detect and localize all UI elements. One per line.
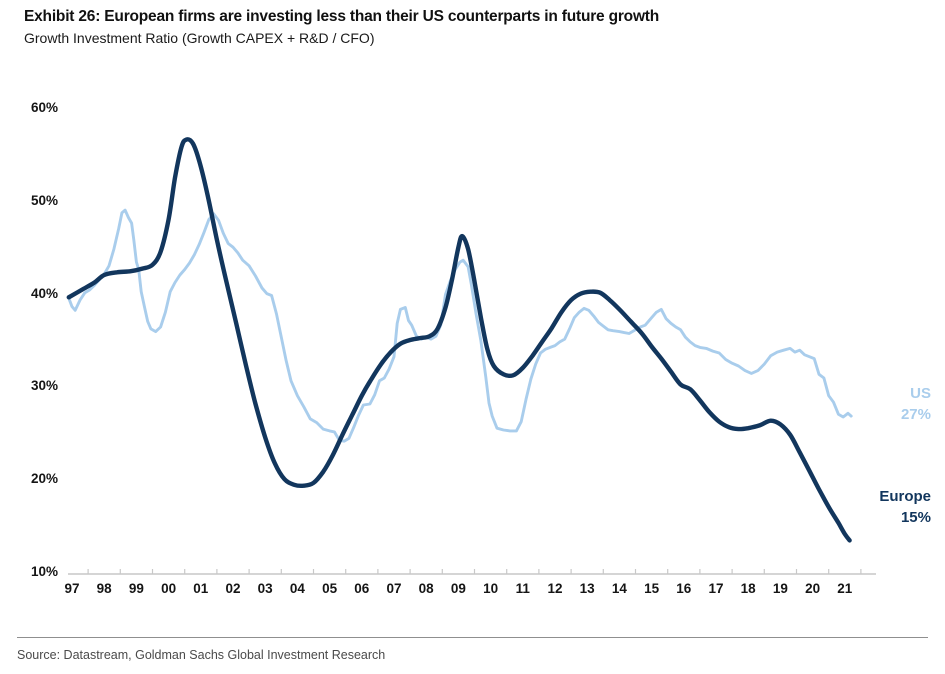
x-tick-label-20: 20 [805,581,821,596]
x-tick-label-10: 10 [483,581,499,596]
x-tick-label-04: 04 [289,581,305,596]
source-text: Source: Datastream, Goldman Sachs Global… [17,648,386,662]
x-tick-label-12: 12 [547,581,563,596]
x-tick-label-14: 14 [611,581,627,596]
x-tick-label-97: 97 [64,581,80,596]
series-label-us-name: US [910,385,931,402]
x-tick-label-16: 16 [676,581,692,596]
series-label-europe: Europe 15% [879,486,931,528]
x-tick-label-13: 13 [579,581,595,596]
x-tick-label-09: 09 [450,581,466,596]
source-divider [17,637,928,638]
x-tick-label-06: 06 [354,581,370,596]
y-tick-label-40: 40% [30,285,58,301]
exhibit-title: Exhibit 26: European firms are investing… [24,8,660,25]
x-tick-label-00: 00 [161,581,177,596]
series-label-europe-value: 15% [900,509,931,526]
x-tick-label-03: 03 [257,581,273,596]
x-tick-label-15: 15 [644,581,660,596]
x-tick-label-98: 98 [96,581,112,596]
x-tick-label-18: 18 [740,581,756,596]
x-tick-label-99: 99 [128,581,144,596]
chart-canvas [66,137,876,575]
x-tick-label-11: 11 [515,581,530,596]
x-tick-label-01: 01 [193,581,209,596]
series-line-europe [66,137,852,543]
chart-subtitle: Growth Investment Ratio (Growth CAPEX + … [24,30,375,46]
x-tick-label-17: 17 [708,581,724,596]
x-tick-label-19: 19 [772,581,788,596]
x-tick-label-02: 02 [225,581,241,596]
series-label-us: US 27% [901,383,931,425]
series-label-us-value: 27% [900,406,931,423]
x-tick-label-07: 07 [386,581,402,596]
x-tick-label-08: 08 [418,581,434,596]
series-label-europe-name: Europe [879,488,931,505]
x-tick-label-21: 21 [837,581,853,596]
x-tick-label-05: 05 [322,581,338,596]
y-tick-label-10: 10% [30,564,58,579]
y-tick-label-60: 60% [30,100,58,115]
y-tick-label-30: 30% [30,378,58,394]
y-tick-label-50: 50% [30,192,58,208]
y-tick-label-20: 20% [30,471,58,487]
